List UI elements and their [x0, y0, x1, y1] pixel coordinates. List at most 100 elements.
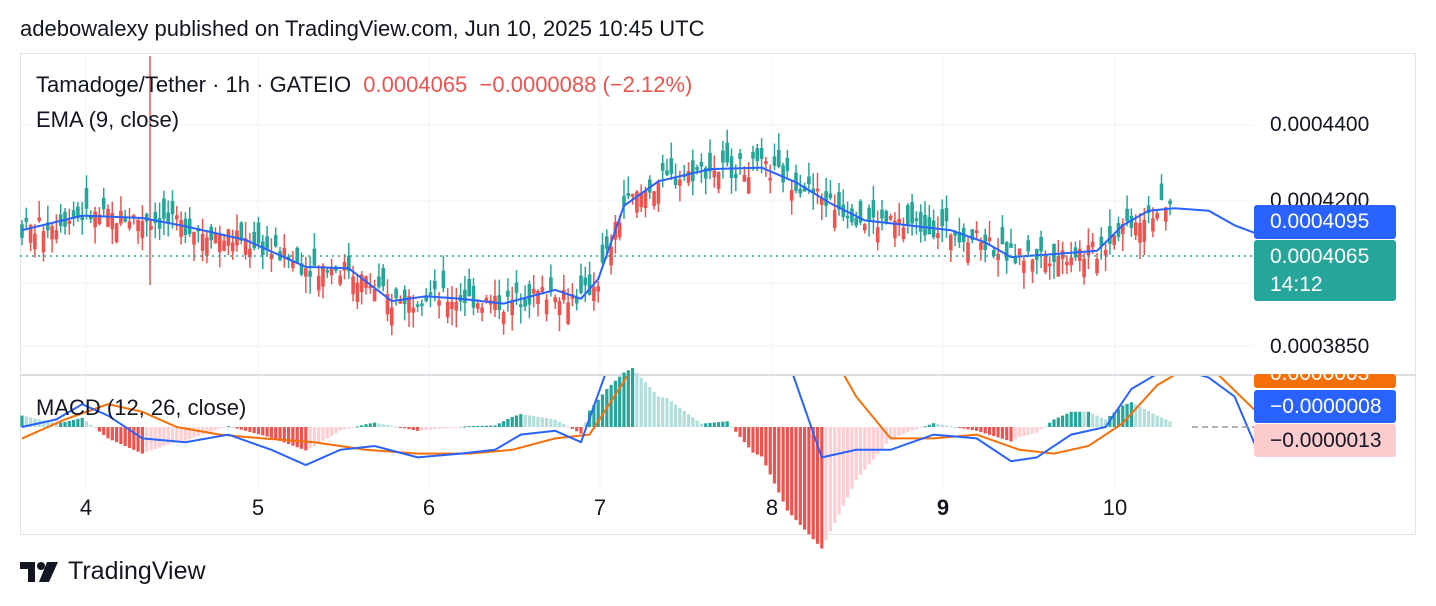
time-axis-label: 7: [593, 495, 607, 520]
macd-histogram-bar: [919, 427, 923, 428]
macd-histogram-bar: [975, 427, 979, 431]
macd-histogram-bar: [953, 427, 957, 428]
macd-histogram-bar: [717, 422, 721, 427]
candle-body: [463, 289, 467, 304]
candle-body: [592, 287, 596, 301]
candle-body: [936, 233, 940, 239]
candle-body: [381, 268, 385, 287]
macd-histogram-bar: [1009, 427, 1013, 442]
macd-histogram-bar: [884, 427, 888, 444]
candle-body: [987, 237, 992, 242]
macd-histogram-bar: [545, 418, 549, 427]
macd-histogram-bar: [652, 391, 656, 427]
macd-histogram-bar: [1104, 419, 1108, 427]
macd-histogram-bar: [93, 427, 97, 429]
macd-histogram-bar: [691, 417, 695, 427]
legend-row: Tamadoge/Tether · 1h · GATEIO 0.0004065 …: [36, 72, 692, 98]
candle-body: [738, 153, 742, 160]
candle-body: [1052, 243, 1056, 263]
ema-line-path: [21, 166, 1261, 305]
candle-body: [734, 174, 738, 179]
macd-histogram-bar: [665, 398, 669, 427]
tradingview-logo-icon: [20, 561, 58, 582]
macd-histogram-bar: [97, 427, 101, 432]
candle-body: [884, 210, 889, 223]
macd-histogram-bar: [373, 422, 377, 427]
candle-body: [33, 233, 37, 250]
macd-histogram-bar: [1018, 427, 1022, 438]
time-axis-label: 5: [251, 495, 265, 520]
candle-body: [686, 171, 691, 183]
candle-body: [1138, 223, 1142, 243]
candle-body: [828, 193, 833, 198]
macd-value-tag: −0.0000008: [1254, 390, 1396, 423]
macd-histogram-bar: [592, 405, 596, 427]
candle-body: [41, 231, 46, 253]
macd-histogram-bar: [46, 421, 50, 427]
candle-body: [772, 156, 777, 166]
macd-histogram-bar: [1069, 411, 1073, 427]
macd-histogram-bar: [1155, 415, 1159, 427]
last-price-tag-value: 0.0004065: [1270, 245, 1370, 268]
macd-histogram-bar: [20, 415, 24, 427]
macd-histogram-bar: [1116, 408, 1121, 427]
macd-histogram-bar: [450, 427, 454, 428]
candle-body: [1095, 258, 1099, 274]
macd-histogram-bar: [514, 415, 519, 427]
candle-body: [230, 242, 235, 252]
macd-histogram-bar: [424, 427, 428, 431]
macd-histogram-bar: [532, 416, 536, 427]
candle-body: [106, 208, 110, 227]
macd-histogram-bar: [41, 420, 46, 427]
candle-body: [1090, 241, 1095, 248]
candle-body: [342, 262, 347, 271]
macd-histogram-bar: [729, 426, 734, 428]
macd-histogram-bar: [467, 426, 471, 428]
candle-body: [299, 263, 304, 275]
macd-line-path: [21, 376, 1254, 467]
candle-body: [1142, 219, 1147, 242]
macd-histogram-bar: [764, 427, 768, 466]
candle-body: [506, 290, 510, 297]
macd-histogram-bar: [536, 416, 540, 427]
macd-histogram-bar: [932, 423, 936, 427]
candle-body: [428, 292, 433, 296]
macd-histogram-bar: [631, 368, 635, 427]
macd-histogram-bar: [231, 427, 235, 428]
candle-body: [673, 178, 678, 186]
macd-histogram-bar: [72, 419, 76, 427]
candle-body: [1121, 223, 1125, 235]
macd-histogram-bar: [897, 427, 901, 436]
macd-histogram-bar: [209, 427, 213, 432]
macd-histogram-bar: [553, 419, 557, 427]
candle-body: [398, 299, 403, 304]
candle-body: [269, 253, 274, 260]
candle-body: [992, 249, 996, 256]
macd-histogram-bar: [459, 427, 463, 428]
macd-histogram-bar: [1164, 419, 1168, 427]
candle-body: [751, 152, 755, 159]
macd-histogram-bar: [183, 427, 187, 441]
candle-body: [291, 260, 295, 268]
candle-body: [1151, 218, 1155, 232]
macd-histogram-bar: [1091, 413, 1095, 427]
macd-histogram-bar: [188, 427, 192, 440]
signal-value-tag: −0.0000013: [1254, 424, 1396, 457]
candle-body: [605, 236, 609, 249]
price-axis-label: 0.0004400: [1270, 113, 1370, 136]
macd-histogram-bar: [330, 427, 334, 436]
macd-histogram-bar: [351, 427, 355, 428]
candle-body: [140, 221, 145, 239]
candle-body: [1065, 261, 1069, 266]
macd-histogram-bar: [89, 424, 93, 427]
macd-histogram-bar: [140, 427, 144, 454]
macd-histogram-bar: [403, 427, 407, 429]
macd-histogram-bar: [523, 414, 527, 427]
macd-histogram-bar: [54, 423, 58, 427]
macd-histogram-bar: [712, 422, 716, 427]
candle-body: [351, 276, 355, 295]
macd-histogram-bar: [136, 427, 140, 452]
candle-body: [308, 271, 312, 277]
candle-body: [1056, 255, 1061, 277]
